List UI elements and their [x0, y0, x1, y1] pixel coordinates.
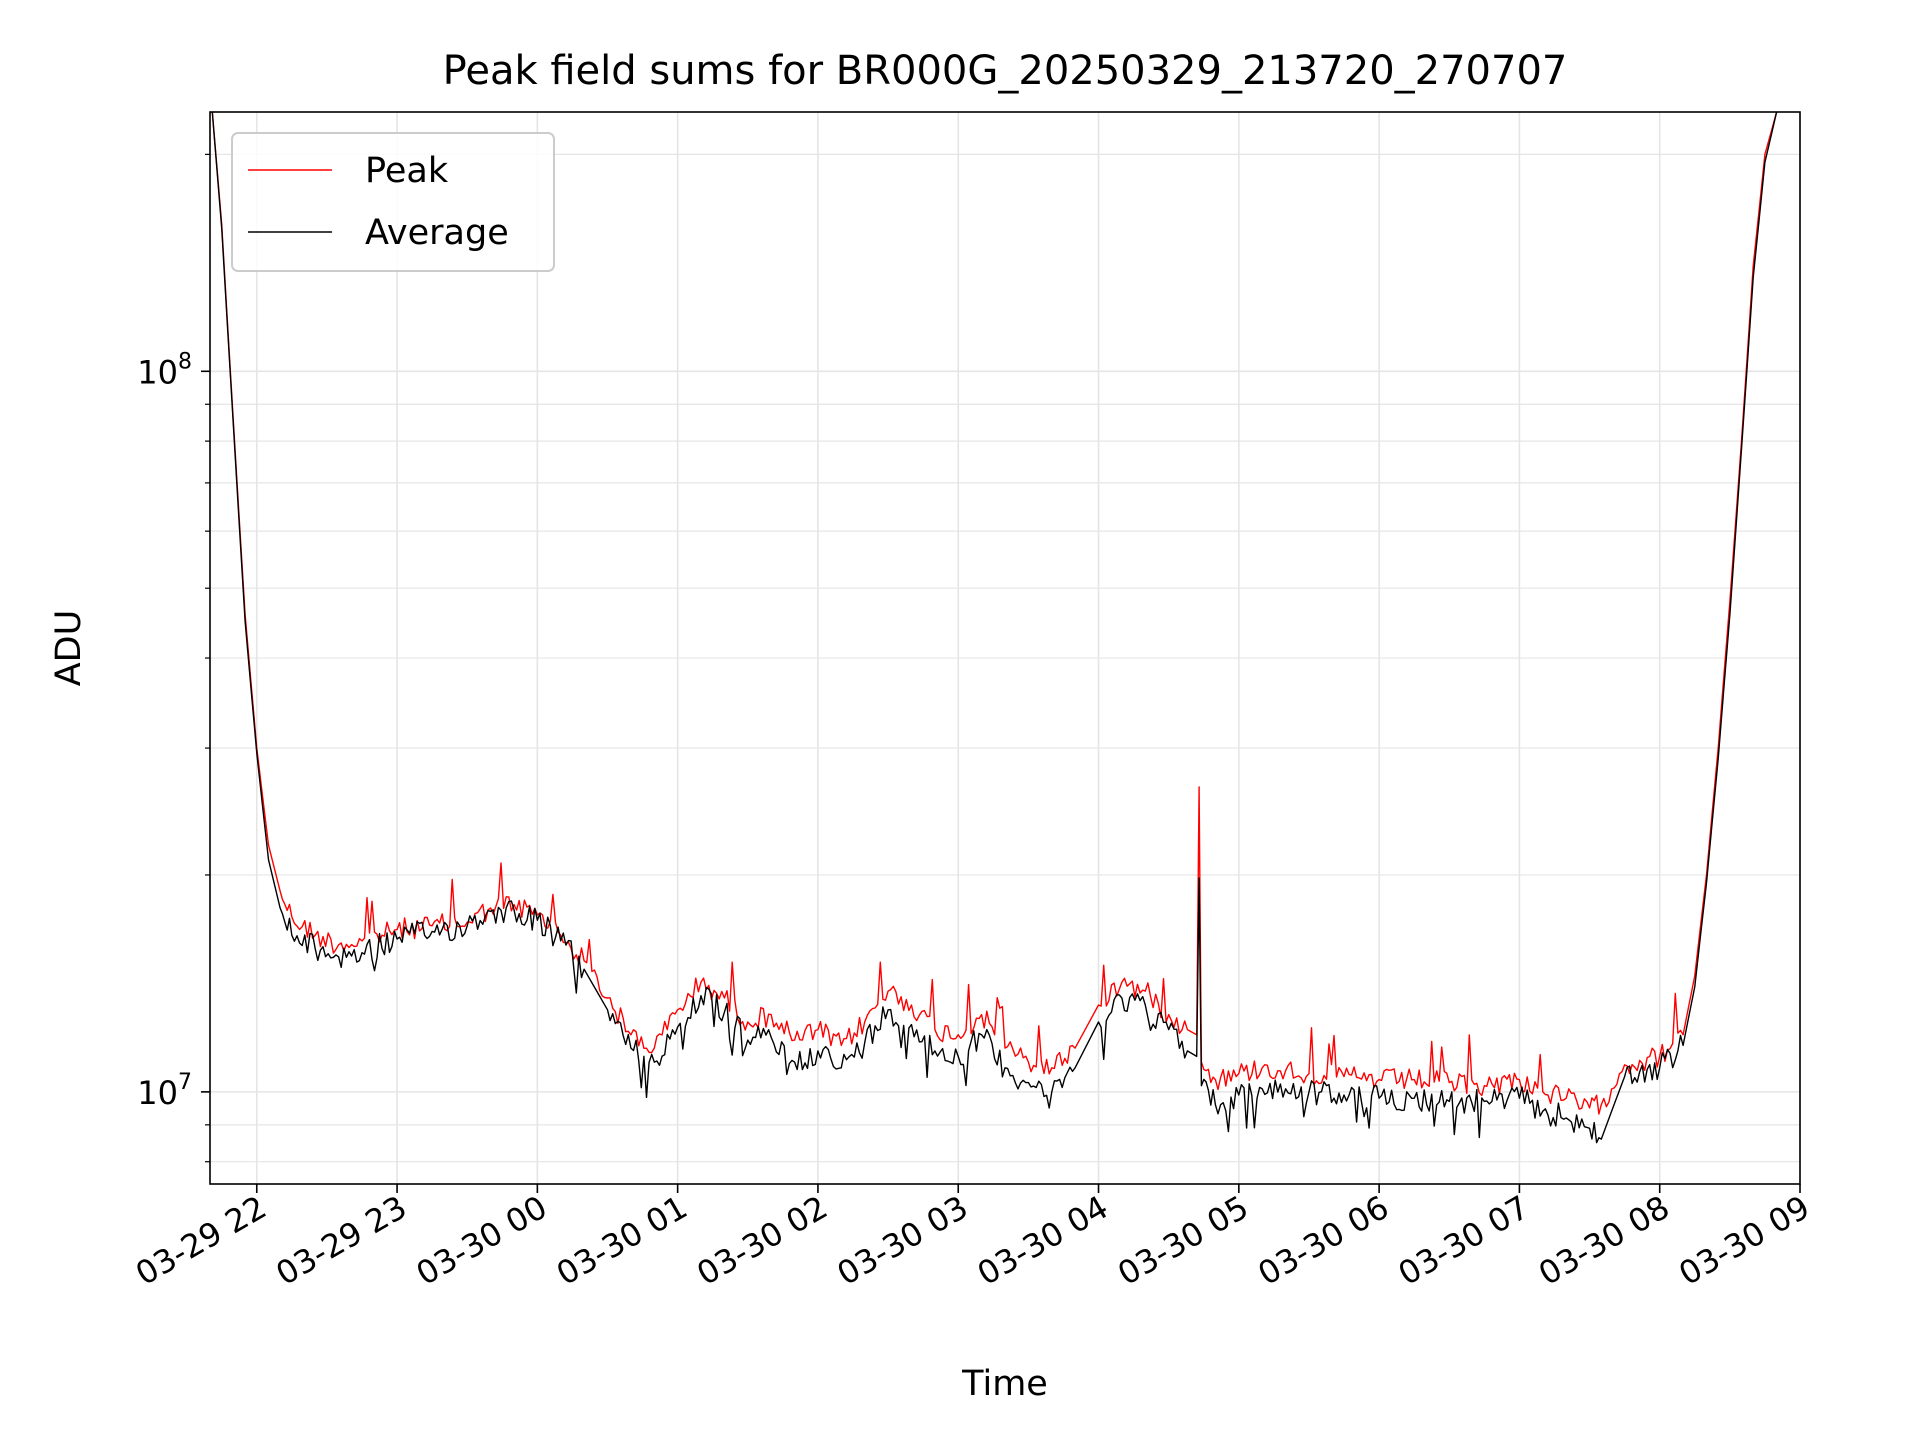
- x-axis-label: Time: [961, 1364, 1048, 1404]
- y-axis-label: ADU: [49, 610, 89, 687]
- plot-frame: [209, 111, 1801, 1185]
- legend-label-peak: Peak: [365, 151, 449, 191]
- series-line-average: [211, 112, 1778, 1144]
- y-axis-ticks: 107 108: [137, 153, 210, 1163]
- legend: Peak Average: [231, 132, 555, 272]
- chart-title: Peak field sums for BR000G_20250329_2137…: [443, 48, 1568, 94]
- plot-lines: [211, 112, 1778, 1144]
- legend-box: [231, 132, 555, 272]
- legend-label-average: Average: [365, 213, 509, 253]
- y-tick-label: 108: [137, 349, 192, 391]
- y-tick-label: 107: [137, 1070, 192, 1112]
- grid: [210, 112, 1801, 1184]
- series-line-peak: [211, 112, 1778, 1115]
